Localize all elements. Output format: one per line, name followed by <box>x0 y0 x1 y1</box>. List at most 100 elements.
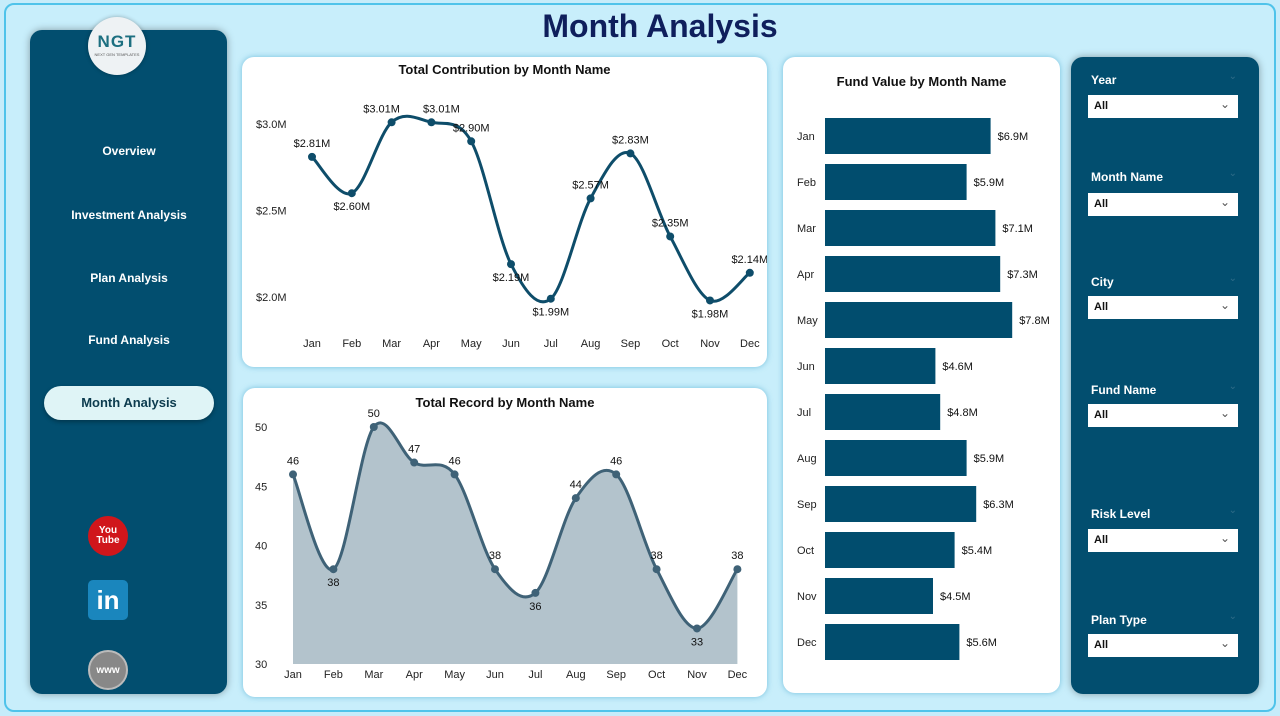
data-point <box>666 232 675 241</box>
data-label: 50 <box>368 408 380 420</box>
filter-dropdown-city[interactable]: All ⌄ <box>1088 296 1238 319</box>
x-tick-label: Aug <box>566 669 586 681</box>
x-tick-label: Nov <box>687 669 707 681</box>
data-point <box>427 118 436 127</box>
x-tick-label: Oct <box>648 669 665 681</box>
logo-subtitle: NEXT GEN TEMPLATES <box>94 52 140 57</box>
contribution-line-chart: $2.0M $2.5M $3.0M Jan Feb Mar Apr May Jun Jul Aug S… <box>256 103 767 350</box>
x-tick-label: Mar <box>382 338 401 350</box>
x-tick-label: Feb <box>324 669 343 681</box>
chevron-down-icon: ⌄ <box>1219 298 1230 312</box>
filter-label-month-name: Month Name <box>1091 170 1163 184</box>
x-tick-label: Jan <box>284 669 302 681</box>
chevron-down-icon[interactable]: ⌄ <box>1228 505 1237 516</box>
data-label: 38 <box>489 550 501 562</box>
data-point <box>546 294 555 303</box>
data-label: $5.9M <box>974 177 1005 189</box>
y-tick-label: 35 <box>255 600 267 612</box>
chevron-down-icon[interactable]: ⌄ <box>1228 273 1237 284</box>
x-tick-label: Dec <box>728 669 748 681</box>
data-point <box>706 296 714 305</box>
filter-value: All <box>1094 534 1109 546</box>
data-label: 46 <box>610 455 622 467</box>
data-label: $3.01M <box>363 103 400 115</box>
filter-dropdown-risk-level[interactable]: All ⌄ <box>1088 529 1238 552</box>
chevron-down-icon: ⌄ <box>1219 636 1230 650</box>
chevron-down-icon[interactable]: ⌄ <box>1228 611 1237 622</box>
filter-label-city: City <box>1091 275 1114 289</box>
data-label: $5.4M <box>962 545 993 557</box>
x-tick-label: Jul <box>528 669 542 681</box>
data-point <box>369 423 378 431</box>
filter-label-fund-name: Fund Name <box>1091 383 1157 397</box>
data-label: 38 <box>650 550 662 562</box>
nav-overview[interactable]: Overview <box>102 144 156 158</box>
data-label: $7.1M <box>1002 223 1033 235</box>
data-point <box>571 494 580 503</box>
x-tick-label: Sep <box>621 338 641 350</box>
x-tick-label: Jun <box>486 669 504 681</box>
data-label: $2.60M <box>333 201 370 213</box>
bar <box>825 348 936 384</box>
y-tick-label: $3.0M <box>256 119 287 131</box>
chart-title: Fund Value by Month Name <box>836 74 1007 89</box>
data-point <box>586 194 595 203</box>
chart-title: Total Record by Month Name <box>415 395 595 410</box>
data-label: 38 <box>327 577 339 589</box>
x-tick-label: Dec <box>740 338 760 350</box>
globe-icon[interactable]: www <box>88 650 128 690</box>
data-point <box>693 624 701 633</box>
filter-value: All <box>1094 198 1109 210</box>
record-area-chart: 30 35 40 45 50 Jan Feb Mar Apr May Jun Jul Aug Sep Oct… <box>255 408 748 681</box>
y-tick-label: May <box>797 315 818 327</box>
y-tick-label: 45 <box>255 481 267 493</box>
data-point <box>329 565 338 574</box>
data-label: $2.14M <box>731 254 767 266</box>
chevron-down-icon[interactable]: ⌄ <box>1228 381 1237 392</box>
data-label: 36 <box>529 601 541 613</box>
filter-dropdown-year[interactable]: All ⌄ <box>1088 95 1238 118</box>
nav-month-analysis[interactable]: Month Analysis <box>44 386 214 420</box>
data-point <box>745 268 754 277</box>
data-label: 33 <box>691 636 703 648</box>
chart-title: Total Contribution by Month Name <box>398 62 611 77</box>
data-label: $2.35M <box>652 217 689 229</box>
x-tick-label: Jan <box>303 338 321 350</box>
x-tick-label: Mar <box>364 669 383 681</box>
chevron-down-icon[interactable]: ⌄ <box>1228 71 1237 82</box>
data-label: $7.8M <box>1019 315 1050 327</box>
bar <box>825 118 991 154</box>
filter-dropdown-fund-name[interactable]: All ⌄ <box>1088 404 1238 427</box>
data-point <box>450 470 459 479</box>
linkedin-icon[interactable]: in <box>88 580 128 620</box>
data-label: $4.6M <box>942 361 973 373</box>
data-label: $3.01M <box>423 103 460 115</box>
data-label: 47 <box>408 444 420 456</box>
filter-dropdown-month-name[interactable]: All ⌄ <box>1088 193 1238 216</box>
nav-investment-analysis[interactable]: Investment Analysis <box>71 208 187 222</box>
y-tick-label: Sep <box>797 499 817 511</box>
chevron-down-icon: ⌄ <box>1219 531 1230 545</box>
data-label: $4.8M <box>947 407 978 419</box>
logo-text: NGT <box>97 32 137 51</box>
filter-dropdown-plan-type[interactable]: All ⌄ <box>1088 634 1238 657</box>
chevron-down-icon[interactable]: ⌄ <box>1228 168 1237 179</box>
filter-label-risk-level: Risk Level <box>1091 507 1151 521</box>
bar <box>825 302 1013 338</box>
bar <box>825 486 977 522</box>
nav-fund-analysis[interactable]: Fund Analysis <box>88 333 170 347</box>
nav-plan-analysis[interactable]: Plan Analysis <box>90 271 168 285</box>
x-tick-label: Nov <box>700 338 720 350</box>
data-point <box>652 565 661 574</box>
youtube-icon[interactable]: You Tube <box>88 516 128 556</box>
filter-value: All <box>1094 301 1109 313</box>
data-label: $6.3M <box>983 499 1014 511</box>
data-point <box>289 470 297 479</box>
data-point <box>410 458 419 467</box>
data-point <box>308 152 316 161</box>
data-label: $2.81M <box>294 138 331 150</box>
fund-value-chart-card: Fund Value by Month Name Jan $6.9M Feb $5.9… <box>783 57 1060 693</box>
data-label: $2.83M <box>612 134 649 146</box>
filter-panel: Year ⌄ All ⌄ Month Name ⌄ All ⌄ City ⌄ All ⌄ Fund Na… <box>1071 57 1259 694</box>
y-tick-label: Dec <box>797 637 817 649</box>
